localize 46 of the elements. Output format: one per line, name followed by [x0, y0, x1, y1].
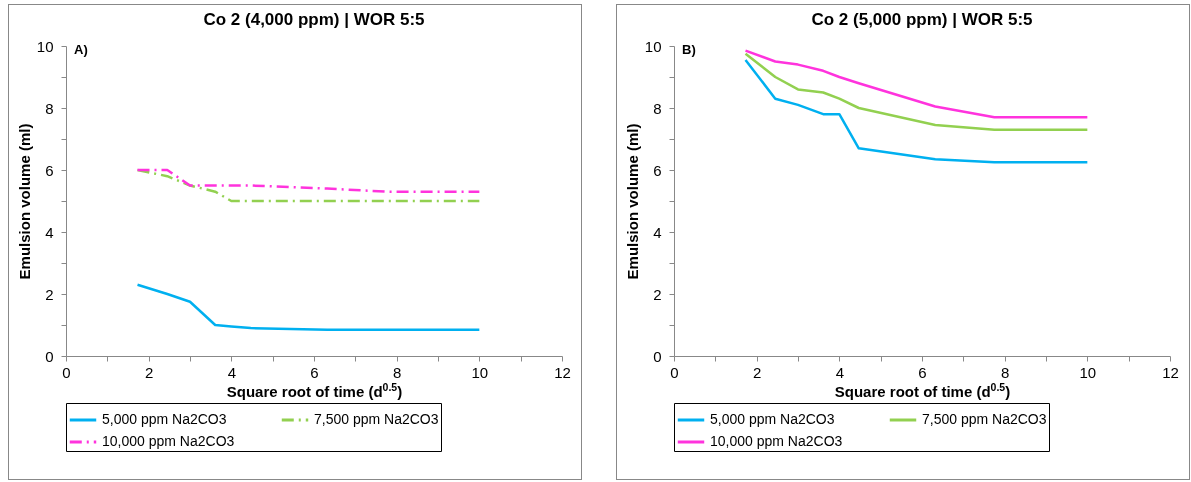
y-tick-label: 10: [36, 37, 54, 55]
x-axis-title: Square root of time (d$^{0.5}$): [226, 380, 403, 400]
x-tick-label: 6: [918, 363, 927, 381]
x-tick-label: 8: [1000, 363, 1010, 381]
y-axis-title: Emulsion volume (ml): [623, 123, 641, 280]
y-tick-label: 6: [45, 161, 54, 179]
line-series: [744, 52, 1089, 131]
x-tick-label: 6: [310, 363, 319, 381]
chart-title: Co 2 (5,000 ppm) | WOR 5:5: [811, 10, 1033, 29]
legend-label: 10,000 ppm Na2CO3: [710, 433, 843, 449]
line-series: [744, 58, 1089, 164]
line-series: [136, 168, 481, 203]
line-series: [136, 283, 481, 331]
x-tick-label: 12: [1162, 363, 1179, 381]
x-tick-label: 2: [752, 363, 762, 381]
legend-label: 5,000 ppm Na2CO3: [710, 411, 835, 427]
x-tick-label: 4: [227, 363, 237, 381]
y-tick-label: 8: [653, 99, 662, 117]
x-axis-title: Square root of time (d$^{0.5}$): [834, 380, 1011, 400]
chart-title: Co 2 (4,000 ppm) | WOR 5:5: [203, 10, 425, 29]
y-tick-label: 2: [653, 285, 662, 303]
x-tick-label: 8: [392, 363, 402, 381]
x-tick-label: 10: [471, 363, 489, 381]
annotation: A): [74, 42, 88, 57]
legend-label: 7,500 ppm Na2CO3: [314, 411, 439, 427]
line-series: [136, 168, 481, 193]
x-tick-label: 12: [554, 363, 571, 381]
y-tick-label: 4: [45, 223, 54, 241]
y-tick-label: 0: [653, 347, 662, 365]
y-tick-label: 0: [45, 347, 54, 365]
line-series: [744, 49, 1089, 119]
y-tick-label: 8: [45, 99, 54, 117]
x-tick-label: 2: [144, 363, 154, 381]
annotation: B): [682, 42, 696, 57]
legend-label: 7,500 ppm Na2CO3: [922, 411, 1047, 427]
x-tick-label: 0: [62, 363, 71, 381]
legend-label: 10,000 ppm Na2CO3: [102, 433, 235, 449]
x-tick-label: 4: [835, 363, 845, 381]
y-tick-label: 6: [653, 161, 662, 179]
y-tick-label: 4: [653, 223, 662, 241]
y-tick-label: 10: [644, 37, 662, 55]
y-axis-title: Emulsion volume (ml): [15, 123, 33, 280]
legend-label: 5,000 ppm Na2CO3: [102, 411, 227, 427]
x-tick-label: 0: [670, 363, 679, 381]
y-tick-label: 2: [45, 285, 54, 303]
x-tick-label: 10: [1079, 363, 1097, 381]
